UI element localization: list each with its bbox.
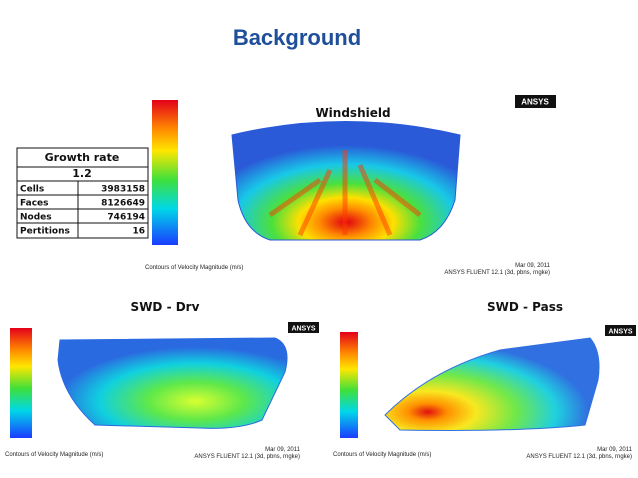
logo-box — [288, 322, 319, 333]
panel-title: Windshield — [315, 106, 390, 120]
table-header: Growth rate — [45, 151, 120, 164]
row-label: Faces — [20, 199, 49, 209]
solver: ANSYS FLUENT 12.1 (3d, pbns, rngke) — [444, 270, 550, 276]
mesh-table: Growth rate 1.2 Cells 3983158 Faces 8126649… — [16, 147, 149, 239]
contour-streaks — [268, 150, 422, 237]
panel-title: SWD - Drv — [131, 300, 200, 314]
date: Mar 09, 2011 — [597, 447, 633, 453]
drv-contour — [57, 337, 288, 429]
logo: ANSYS — [291, 326, 315, 333]
row-label: Nodes — [20, 213, 52, 223]
solver: ANSYS FLUENT 12.1 (3d, pbns, rngke) — [194, 454, 300, 460]
row-label: Pertitions — [20, 227, 70, 237]
color-bar — [340, 332, 358, 438]
row-value: 16 — [132, 227, 145, 237]
color-bar — [10, 328, 32, 438]
panel-title: SWD - Pass — [487, 300, 563, 314]
row-label: Cells — [20, 185, 44, 195]
row-value: 8126649 — [101, 199, 145, 209]
logo-box — [515, 95, 556, 108]
caption: Contours of Velocity Magnitude (m/s) — [5, 452, 103, 458]
logo: ANSYS — [608, 329, 632, 336]
row-value: 746194 — [107, 213, 145, 223]
solver: ANSYS FLUENT 12.1 (3d, pbns, rngke) — [526, 454, 632, 460]
date: Mar 09, 2011 — [515, 263, 551, 269]
slide-title: Background — [233, 25, 361, 50]
table-value: 1.2 — [72, 167, 92, 180]
logo-box — [605, 325, 636, 336]
row-value: 3983158 — [101, 185, 145, 195]
color-bar — [152, 100, 178, 245]
date: Mar 09, 2011 — [265, 447, 301, 453]
pass-contour — [384, 337, 600, 431]
logo: ANSYS — [521, 98, 549, 107]
caption: Contours of Velocity Magnitude (m/s) — [333, 452, 431, 458]
caption: Contours of Velocity Magnitude (m/s) — [145, 265, 243, 271]
